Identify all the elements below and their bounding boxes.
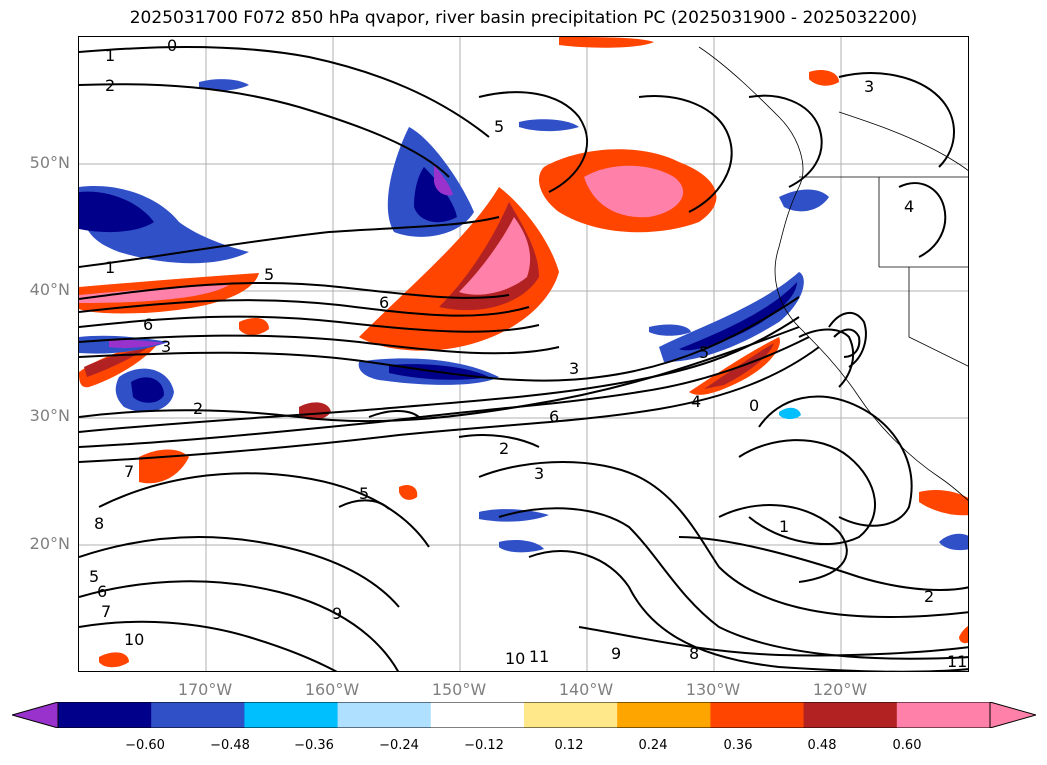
lon-label-130w: 130°W bbox=[685, 680, 741, 699]
contour-label: 8 bbox=[94, 514, 104, 533]
contour-label-group: 0 1 2 1 5 6 3 2 6 5 3 2 6 3 4 5 0 1 8 7 … bbox=[89, 37, 967, 671]
colorbar-tick: −0.36 bbox=[294, 738, 334, 753]
contour-label: 5 bbox=[264, 265, 274, 284]
contour-label: 9 bbox=[611, 644, 621, 663]
colorbar-cell bbox=[151, 702, 245, 728]
colorbar-frame bbox=[57, 702, 991, 728]
lat-label-30n: 30°N bbox=[29, 406, 70, 425]
colorbar-cell bbox=[337, 702, 432, 728]
contour-label: 9 bbox=[332, 604, 342, 623]
contour-label: 5 bbox=[89, 567, 99, 586]
lat-label-50n: 50°N bbox=[29, 153, 70, 172]
coastlines bbox=[698, 46, 968, 501]
colorbar-extend-low bbox=[12, 702, 59, 728]
contour-label: 2 bbox=[499, 439, 509, 458]
contour-label: 1 bbox=[105, 46, 115, 65]
contour-label: 10 bbox=[124, 630, 144, 649]
colorbar-tick: −0.24 bbox=[379, 738, 419, 753]
colorbar-tick: 0.48 bbox=[807, 738, 837, 753]
colorbar-tick: 0.36 bbox=[723, 738, 753, 753]
lon-label-170w: 170°W bbox=[177, 680, 233, 699]
contour-label: 3 bbox=[569, 359, 579, 378]
precip-shading bbox=[79, 37, 968, 668]
colorbar-tick: 0.24 bbox=[638, 738, 668, 753]
contour-label: 6 bbox=[379, 293, 389, 312]
contour-label: 4 bbox=[691, 392, 701, 411]
colorbar-cell bbox=[244, 702, 339, 728]
colorbar-tick: −0.48 bbox=[210, 738, 250, 753]
map-panel: 0 1 2 1 5 6 3 2 6 5 3 2 6 3 4 5 0 1 8 7 … bbox=[78, 36, 969, 672]
contour-label: 5 bbox=[359, 484, 369, 503]
colorbar bbox=[12, 702, 1036, 728]
chart-title: 2025031700 F072 850 hPa qvapor, river ba… bbox=[129, 8, 918, 28]
colorbar-tick: −0.12 bbox=[464, 738, 504, 753]
contour-label: 11 bbox=[529, 647, 549, 666]
lon-label-120w: 120°W bbox=[812, 680, 868, 699]
contour-label: 1 bbox=[779, 517, 789, 536]
contour-label: 7 bbox=[124, 462, 134, 481]
colorbar-cell bbox=[710, 702, 805, 728]
contour-label: 6 bbox=[97, 582, 107, 601]
contour-label: 2 bbox=[924, 587, 934, 606]
map-svg: 0 1 2 1 5 6 3 2 6 5 3 2 6 3 4 5 0 1 8 7 … bbox=[79, 37, 968, 671]
contour-label: 10 bbox=[505, 649, 525, 668]
contour-label: 3 bbox=[534, 464, 544, 483]
colorbar-tick: −0.60 bbox=[125, 738, 165, 753]
lon-label-150w: 150°W bbox=[431, 680, 487, 699]
contour-label: 7 bbox=[101, 602, 111, 621]
contour-label: 8 bbox=[689, 644, 699, 663]
contour-label: 11 bbox=[947, 652, 967, 671]
contour-label: 1 bbox=[105, 258, 115, 277]
contour-label: 6 bbox=[549, 407, 559, 426]
colorbar-tick: 0.12 bbox=[554, 738, 584, 753]
colorbar-cell bbox=[430, 702, 525, 728]
contour-label: 3 bbox=[864, 77, 874, 96]
colorbar-cell bbox=[524, 702, 618, 728]
colorbar-cell bbox=[58, 702, 152, 728]
colorbar-extend-high bbox=[989, 702, 1036, 728]
colorbar-cell bbox=[617, 702, 711, 728]
contour-label: 2 bbox=[193, 399, 203, 418]
contour-label: 2 bbox=[105, 76, 115, 95]
colorbar-cell bbox=[803, 702, 898, 728]
gridlines bbox=[79, 37, 968, 671]
lon-label-160w: 160°W bbox=[304, 680, 360, 699]
lat-label-20n: 20°N bbox=[29, 534, 70, 553]
contour-label: 4 bbox=[904, 197, 914, 216]
contour-label: 3 bbox=[161, 337, 171, 356]
qvapor-contours bbox=[79, 46, 968, 671]
contour-label: 5 bbox=[494, 117, 504, 136]
contour-label: 5 bbox=[699, 343, 709, 362]
lon-label-140w: 140°W bbox=[558, 680, 614, 699]
contour-label: 0 bbox=[167, 37, 177, 55]
lat-label-40n: 40°N bbox=[29, 280, 70, 299]
colorbar-cell bbox=[896, 702, 991, 728]
contour-label: 0 bbox=[749, 396, 759, 415]
contour-label: 6 bbox=[143, 315, 153, 334]
colorbar-tick: 0.60 bbox=[892, 738, 922, 753]
